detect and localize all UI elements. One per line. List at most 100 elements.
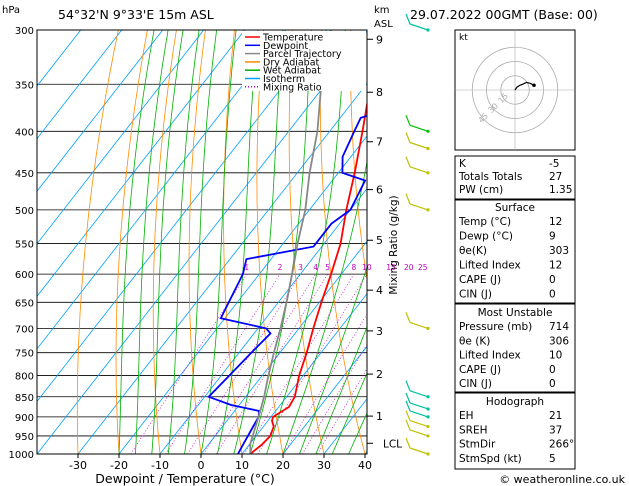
wind-barb bbox=[405, 437, 430, 456]
wet-adiabat bbox=[135, 30, 169, 454]
isotherm bbox=[159, 187, 367, 454]
index-value: 303 bbox=[549, 245, 569, 257]
wet-adiabat bbox=[315, 325, 367, 454]
wind-barb bbox=[405, 193, 430, 212]
wet-adiabat bbox=[299, 266, 367, 454]
pressure-tick-label: 300 bbox=[15, 26, 34, 37]
wind-barb bbox=[405, 410, 430, 429]
wet-adiabat bbox=[266, 30, 346, 454]
index-value: 1.35 bbox=[549, 184, 572, 196]
height-axis: 9 8 7 6 5 4 3 2 1 LCL bbox=[367, 33, 402, 450]
series-parcel-trajectory bbox=[249, 30, 332, 454]
most-unstable-box bbox=[454, 303, 576, 393]
index-label: CIN (J) bbox=[459, 289, 492, 301]
table-title: Most Unstable bbox=[478, 307, 553, 319]
isotherm bbox=[37, 30, 123, 140]
pressure-unit: hPa bbox=[2, 5, 20, 16]
hodograph-trace bbox=[514, 81, 535, 91]
pressure-axis: 300 350 400 450 500 550 600 650 700 750 800 850 900 9… bbox=[9, 26, 34, 461]
wind-barb bbox=[405, 312, 430, 330]
index-value: 714 bbox=[549, 321, 569, 333]
wet-adiabat bbox=[233, 30, 284, 454]
dry-adiabat bbox=[256, 30, 284, 454]
mixing-ratio-label: 5 bbox=[325, 263, 330, 272]
pressure-tick-label: 900 bbox=[15, 413, 34, 424]
index-label: EH bbox=[459, 410, 474, 422]
legend-label: Dewpoint bbox=[263, 41, 308, 52]
mixing-ratio-label: 2 bbox=[278, 263, 283, 272]
x-tick-label: -20 bbox=[110, 459, 128, 472]
x-tick-label: 0 bbox=[198, 459, 205, 472]
index-value: 306 bbox=[549, 335, 569, 347]
mixing-ratio-label: 8 bbox=[352, 263, 357, 272]
wind-barb bbox=[405, 380, 430, 399]
pressure-tick-label: 850 bbox=[15, 393, 34, 404]
asl-unit: ASL bbox=[374, 19, 393, 30]
index-value: 9 bbox=[549, 231, 556, 243]
skewt-plot: 1 2 3 4 5 8 10 15 20 25 3003504004505005506006507… bbox=[9, 26, 428, 472]
legend-label: Temperature bbox=[262, 33, 323, 44]
index-label: Dewp (°C) bbox=[459, 231, 513, 243]
x-axis-label: Dewpoint / Temperature (°C) bbox=[95, 471, 274, 486]
index-value: 12 bbox=[549, 216, 562, 228]
mixing-ratio-line bbox=[130, 273, 248, 454]
mixing-ratio-line bbox=[187, 273, 301, 454]
index-value: 21 bbox=[549, 410, 562, 422]
indices-box bbox=[454, 155, 576, 200]
wind-barb bbox=[405, 392, 430, 411]
legend-label: Wet Adiabat bbox=[263, 66, 321, 77]
dry-adiabat bbox=[223, 30, 243, 454]
isotherm bbox=[200, 240, 367, 454]
km-tick-label: 8 bbox=[376, 86, 383, 99]
index-value: -5 bbox=[549, 158, 559, 170]
dry-adiabat bbox=[319, 30, 366, 454]
dry-adiabat bbox=[350, 30, 367, 282]
mixing-ratio-labels: 1 2 3 4 5 8 10 15 20 25 bbox=[244, 263, 427, 272]
profile-lines bbox=[207, 30, 367, 454]
wind-barb bbox=[405, 419, 430, 438]
wind-barb bbox=[405, 13, 430, 32]
km-tick-label: 1 bbox=[376, 410, 383, 423]
surface-box bbox=[454, 199, 576, 304]
index-value: 0 bbox=[549, 364, 556, 376]
isotherm bbox=[77, 82, 367, 454]
km-tick-label: 3 bbox=[376, 325, 383, 338]
hodograph-end bbox=[532, 83, 536, 88]
index-label: CAPE (J) bbox=[459, 274, 501, 286]
index-label: SREH bbox=[459, 424, 488, 436]
index-label: Lifted Index bbox=[459, 260, 521, 272]
hodograph-unit: kt bbox=[459, 33, 468, 43]
mixing-ratio-label: 3 bbox=[298, 263, 303, 272]
wind-barb bbox=[405, 132, 430, 151]
mixing-ratio-axis-label: Mixing Ratio (g/kg) bbox=[388, 195, 400, 294]
indices-tables: K -5 Totals Totals 27 PW (cm) 1.35 Surface Temp… bbox=[454, 155, 576, 470]
pressure-tick-label: 950 bbox=[15, 432, 34, 443]
wet-adiabat bbox=[200, 30, 237, 454]
km-tick-label: 5 bbox=[376, 234, 383, 247]
wet-adiabat bbox=[184, 30, 217, 454]
index-label: Totals Totals bbox=[458, 171, 522, 183]
wet-adiabat bbox=[217, 30, 259, 454]
wet-adiabat bbox=[151, 30, 184, 454]
pressure-tick-label: 1000 bbox=[9, 450, 34, 461]
legend-label: Parcel Trajectory bbox=[263, 49, 342, 60]
background-lines bbox=[37, 30, 367, 454]
legend-label: Dry Adiabat bbox=[263, 57, 320, 68]
isotherm bbox=[282, 345, 367, 454]
isotherm bbox=[37, 30, 328, 403]
pressure-tick-label: 600 bbox=[15, 270, 34, 281]
mixing-ratio-label: 20 bbox=[404, 263, 414, 272]
table-title: Hodograph bbox=[486, 396, 544, 408]
copyright: © weatheronline.co.uk bbox=[499, 473, 625, 486]
series-dewpoint bbox=[207, 114, 367, 454]
index-value: 27 bbox=[549, 171, 562, 183]
index-label: K bbox=[459, 158, 467, 170]
isotherm bbox=[37, 30, 246, 297]
index-value: 0 bbox=[549, 378, 556, 390]
index-value: 37 bbox=[549, 424, 562, 436]
mixing-ratio-label: 25 bbox=[418, 263, 428, 272]
isotherm bbox=[37, 30, 205, 245]
mixing-ratio-label: 1 bbox=[244, 263, 249, 272]
